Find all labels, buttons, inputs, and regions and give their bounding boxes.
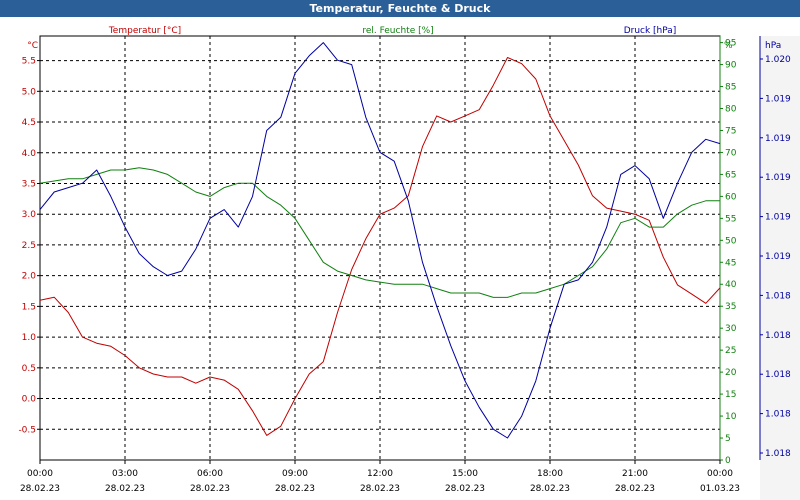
temperature-tick-label: 3.0 xyxy=(22,210,37,220)
time-tick-label: 00:00 xyxy=(27,469,53,479)
pressure-tick-label: 1.018 xyxy=(765,410,791,420)
humidity-tick-label: 15 xyxy=(725,390,736,400)
humidity-tick-label: 0 xyxy=(725,456,731,466)
humidity-tick-label: 85 xyxy=(725,83,736,93)
time-tick-label: 09:00 xyxy=(282,469,308,479)
humidity-axis-label: rel. Feuchte [%] xyxy=(362,26,433,36)
time-tick-label: 21:00 xyxy=(622,469,648,479)
pressure-tick-label: 1.019 xyxy=(765,173,791,183)
date-tick-label: 01.03.23 xyxy=(700,484,740,494)
humidity-tick-label: 90 xyxy=(725,61,737,71)
humidity-tick-label: 10 xyxy=(725,412,737,422)
humidity-unit: % xyxy=(724,41,733,51)
date-tick-label: 28.02.23 xyxy=(615,484,655,494)
temperature-tick-label: 3.5 xyxy=(22,179,36,189)
date-tick-label: 28.02.23 xyxy=(445,484,485,494)
pressure-tick-label: 1.019 xyxy=(765,252,791,262)
temperature-tick-label: 2.0 xyxy=(22,272,37,282)
temperature-tick-label: 5.0 xyxy=(22,87,37,97)
temperature-tick-label: 2.5 xyxy=(22,241,36,251)
chart-title: Temperatur, Feuchte & Druck xyxy=(0,0,800,17)
pressure-tick-label: 1.019 xyxy=(765,213,791,223)
temperature-tick-label: -0.5 xyxy=(18,425,36,435)
pressure-axis-ticks: 1.020 1.019 1.019 1.019 1.019 1.019 1.018 1.018… xyxy=(760,55,791,459)
pressure-axis-label: Druck [hPa] xyxy=(624,26,677,36)
time-axis-ticks: 00:00 28.02.23 03:00 28.02.23 06:00 28.02.23 0… xyxy=(20,460,740,494)
pressure-tick-label: 1.018 xyxy=(765,331,791,341)
time-tick-label: 12:00 xyxy=(367,469,393,479)
date-tick-label: 28.02.23 xyxy=(20,484,60,494)
temperature-tick-label: 5.5 xyxy=(22,57,36,67)
time-tick-label: 03:00 xyxy=(112,469,138,479)
humidity-tick-label: 20 xyxy=(725,368,737,378)
humidity-tick-label: 40 xyxy=(725,280,737,290)
temperature-tick-label: 4.5 xyxy=(22,118,36,128)
humidity-tick-label: 55 xyxy=(725,214,736,224)
humidity-tick-label: 70 xyxy=(725,148,737,158)
series-layer xyxy=(39,42,721,439)
temperature-unit: °C xyxy=(27,41,38,51)
pressure-tick-label: 1.018 xyxy=(765,291,791,301)
humidity-tick-label: 80 xyxy=(725,104,737,114)
humidity-tick-label: 50 xyxy=(725,236,737,246)
time-tick-label: 18:00 xyxy=(537,469,563,479)
temperature-axis-ticks: 5.5 5.0 4.5 4.0 3.5 3.0 2.5 2.0 1.5 1.0 0.5 0.0 -0.5 xyxy=(18,57,40,435)
humidity-line xyxy=(39,167,720,298)
pressure-tick-label: 1.020 xyxy=(765,55,791,65)
temperature-axis-label: Temperatur [°C] xyxy=(108,26,181,36)
temperature-tick-label: 4.0 xyxy=(22,149,37,159)
date-tick-label: 28.02.23 xyxy=(530,484,570,494)
humidity-tick-label: 5 xyxy=(725,434,731,444)
temperature-tick-label: 0.0 xyxy=(22,395,37,405)
pressure-tick-label: 1.018 xyxy=(765,449,791,459)
humidity-tick-label: 75 xyxy=(725,126,736,136)
pressure-line xyxy=(39,42,721,439)
humidity-tick-label: 35 xyxy=(725,302,736,312)
temperature-tick-label: 1.0 xyxy=(22,333,37,343)
temperature-tick-label: 0.5 xyxy=(22,364,36,374)
date-tick-label: 28.02.23 xyxy=(360,484,400,494)
date-tick-label: 28.02.23 xyxy=(275,484,315,494)
time-tick-label: 15:00 xyxy=(452,469,478,479)
humidity-tick-label: 60 xyxy=(725,192,737,202)
grid-lines xyxy=(40,36,720,460)
pressure-unit: hPa xyxy=(765,41,781,51)
temperature-tick-label: 1.5 xyxy=(22,302,36,312)
humidity-tick-label: 95 xyxy=(725,39,736,49)
temperature-line xyxy=(39,57,721,436)
time-tick-label: 00:00 xyxy=(707,469,733,479)
pressure-tick-label: 1.019 xyxy=(765,94,791,104)
humidity-tick-label: 45 xyxy=(725,258,736,268)
humidity-tick-label: 65 xyxy=(725,170,736,180)
time-tick-label: 06:00 xyxy=(197,469,223,479)
date-tick-label: 28.02.23 xyxy=(190,484,230,494)
pressure-tick-label: 1.019 xyxy=(765,134,791,144)
date-tick-label: 28.02.23 xyxy=(105,484,145,494)
pressure-tick-label: 1.018 xyxy=(765,370,791,380)
humidity-tick-label: 25 xyxy=(725,346,736,356)
humidity-tick-label: 30 xyxy=(725,324,737,334)
